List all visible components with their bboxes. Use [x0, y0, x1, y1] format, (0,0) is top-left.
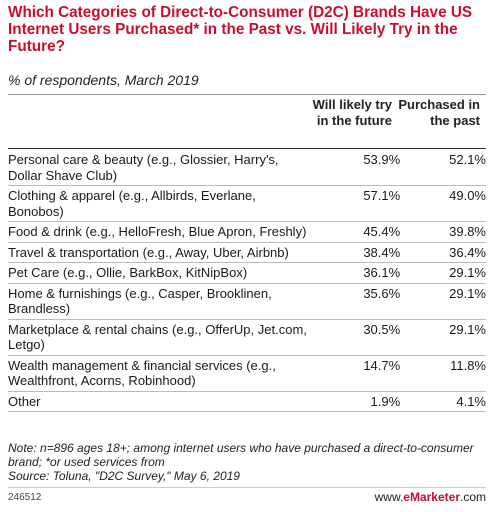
row-value-future: 36.1% — [314, 262, 401, 284]
table-row: Pet Care (e.g., Ollie, BarkBox, KitNipBo… — [8, 262, 486, 284]
column-header-future: Will likely try in the future — [312, 97, 392, 128]
row-category: Pet Care (e.g., Ollie, BarkBox, KitNipBo… — [8, 262, 315, 284]
column-header-past: Purchased in the past — [398, 97, 480, 128]
chart-subtitle: % of respondents, March 2019 — [8, 72, 199, 88]
row-category: Marketplace & rental chains (e.g., Offer… — [8, 319, 315, 356]
table-row: Travel & transportation (e.g., Away, Ube… — [8, 242, 486, 263]
chart-note: Note: n=896 ages 18+; among internet use… — [8, 441, 486, 483]
chart-id: 246512 — [8, 492, 42, 503]
row-value-future: 30.5% — [314, 319, 401, 356]
footer-rule — [8, 487, 486, 488]
row-value-future: 57.1% — [314, 185, 401, 222]
row-category: Food & drink (e.g., HelloFresh, Blue Apr… — [8, 221, 315, 243]
brand-name: eMarketer — [403, 490, 460, 504]
table-row: Wealth management & financial services (… — [8, 355, 486, 392]
row-category: Clothing & apparel (e.g., Allbirds, Ever… — [8, 185, 315, 222]
row-category: Wealth management & financial services (… — [8, 355, 315, 392]
table-body: Personal care & beauty (e.g., Glossier, … — [8, 150, 486, 412]
top-rule — [8, 94, 486, 95]
table-row: Clothing & apparel (e.g., Allbirds, Ever… — [8, 185, 486, 222]
row-value-future: 35.6% — [314, 283, 401, 320]
brand-logo: www.eMarketer.com — [375, 490, 486, 504]
source-text: Source: Toluna, "D2C Survey," May 6, 201… — [8, 469, 240, 483]
table-row: Personal care & beauty (e.g., Glossier, … — [8, 150, 486, 186]
table-row: Other 1.9% 4.1% — [8, 391, 486, 412]
row-value-past: 52.1% — [400, 150, 486, 186]
data-table: Personal care & beauty (e.g., Glossier, … — [8, 150, 486, 412]
row-value-past: 39.8% — [400, 221, 486, 243]
note-text: Note: n=896 ages 18+; among internet use… — [8, 441, 474, 469]
row-value-past: 11.8% — [400, 355, 486, 392]
row-value-past: 29.1% — [400, 319, 486, 356]
row-value-future: 1.9% — [314, 391, 401, 412]
row-value-future: 38.4% — [314, 242, 401, 263]
row-category: Travel & transportation (e.g., Away, Ube… — [8, 242, 315, 263]
row-value-future: 53.9% — [314, 150, 401, 186]
brand-suffix: .com — [459, 490, 486, 504]
table-row: Food & drink (e.g., HelloFresh, Blue Apr… — [8, 221, 486, 243]
row-category: Personal care & beauty (e.g., Glossier, … — [8, 150, 315, 186]
row-value-past: 29.1% — [400, 262, 486, 284]
row-category: Other — [8, 391, 315, 412]
header-rule — [8, 148, 486, 149]
row-value-past: 4.1% — [400, 391, 486, 412]
row-value-future: 14.7% — [314, 355, 401, 392]
table-row: Home & furnishings (e.g., Casper, Brookl… — [8, 283, 486, 320]
row-value-past: 49.0% — [400, 185, 486, 222]
row-category: Home & furnishings (e.g., Casper, Brookl… — [8, 283, 315, 320]
chart-title: Which Categories of Direct-to-Consumer (… — [8, 4, 473, 55]
brand-prefix: www. — [374, 490, 404, 504]
table-row: Marketplace & rental chains (e.g., Offer… — [8, 319, 486, 356]
row-value-past: 36.4% — [400, 242, 486, 263]
row-value-past: 29.1% — [400, 283, 486, 320]
row-value-future: 45.4% — [314, 221, 401, 243]
